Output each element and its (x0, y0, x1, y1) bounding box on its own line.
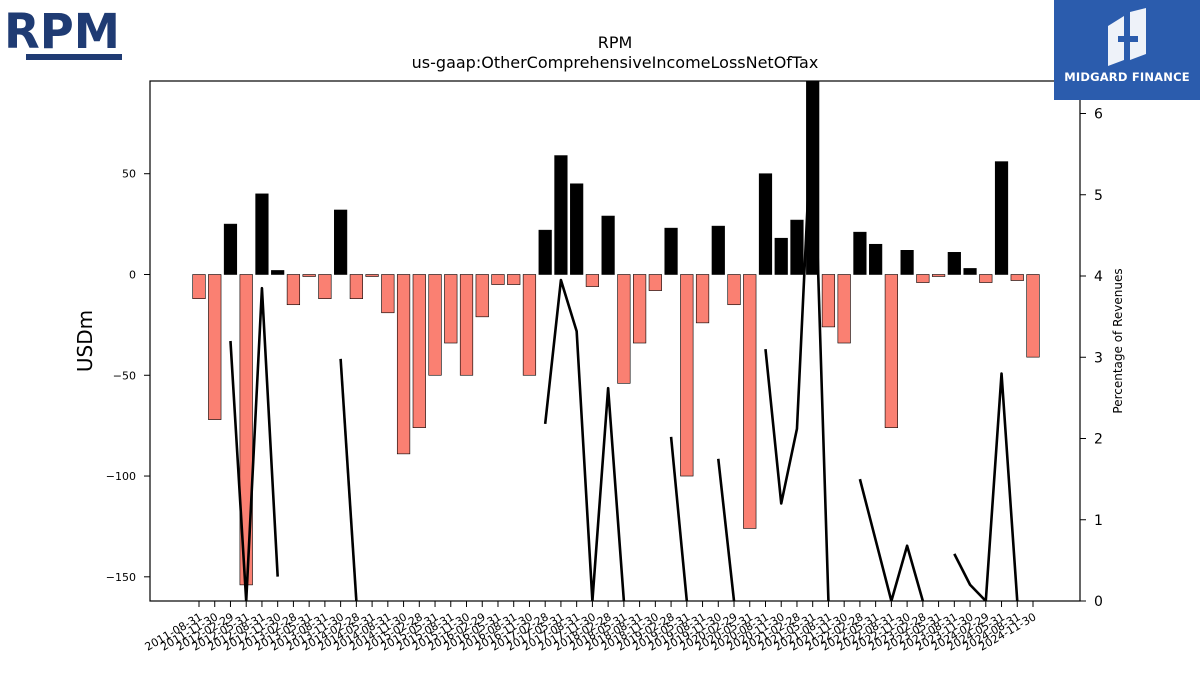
bar (271, 270, 285, 275)
bar (522, 274, 537, 376)
y-right-tick-label: 2 (1094, 432, 1103, 448)
bar (664, 227, 678, 275)
y-right-tick-label: 1 (1094, 513, 1103, 529)
y-right-tick-label: 5 (1094, 188, 1103, 204)
bar (475, 274, 489, 318)
bar (381, 274, 395, 314)
bar (554, 155, 568, 275)
bar (459, 274, 474, 376)
bar (979, 274, 993, 283)
y-axis-right-label: Percentage of Revenues (1111, 268, 1125, 413)
bar (428, 274, 442, 376)
bar (853, 231, 867, 275)
line-segment (543, 278, 626, 601)
bar (1010, 274, 1024, 281)
bar (617, 274, 631, 384)
bar (396, 274, 411, 455)
bar (585, 274, 599, 287)
bar (963, 268, 977, 275)
bar (727, 274, 741, 306)
y-tick-label: −150 (106, 571, 136, 584)
bar (412, 274, 426, 428)
line-segment (858, 478, 925, 601)
bar (444, 274, 458, 344)
bar (538, 229, 552, 275)
company-logo-text: RPM (4, 4, 120, 60)
bar (790, 219, 804, 275)
bar (947, 252, 961, 275)
publisher-mark-icon (1108, 8, 1146, 66)
line-segment (669, 436, 689, 601)
bar (900, 250, 914, 275)
bar (223, 223, 238, 275)
line-segment (953, 372, 1019, 601)
bar (916, 274, 930, 283)
bar (931, 274, 946, 277)
bar (286, 274, 301, 306)
y-right-tick-label: 3 (1094, 350, 1103, 366)
bar (711, 225, 725, 275)
y-right-tick-label: 0 (1094, 594, 1103, 610)
bar (758, 173, 773, 275)
bar (632, 274, 647, 344)
bar (695, 274, 710, 324)
chart-title: RPM (598, 33, 633, 52)
bar (837, 274, 851, 344)
line-segment (339, 358, 358, 601)
publisher-name: MIDGARD FINANCE (1064, 70, 1190, 84)
bar (994, 161, 1009, 275)
bar (255, 193, 269, 275)
bar (680, 274, 694, 477)
bar (334, 209, 348, 275)
bar (869, 243, 883, 275)
axes: −150−100−5005001234562011-08-312011-11-3… (106, 80, 1103, 654)
line-segment (229, 286, 279, 601)
company-logo: RPM (4, 4, 122, 62)
plot-frame (149, 80, 1081, 602)
y-right-tick-label: 4 (1094, 269, 1103, 285)
bar (507, 274, 521, 285)
bar (365, 274, 379, 277)
bar (208, 274, 222, 420)
publisher-logo: MIDGARD FINANCE (1054, 0, 1200, 100)
chart-subtitle: us-gaap:OtherComprehensiveIncomeLossNetO… (412, 53, 819, 72)
bar (491, 274, 505, 285)
bar (601, 215, 615, 275)
bar (743, 274, 757, 529)
y-tick-label: 0 (129, 268, 136, 281)
bar (648, 274, 662, 291)
bar (302, 274, 316, 277)
bar (1026, 274, 1040, 358)
y-tick-label: −100 (106, 470, 136, 483)
bar (821, 274, 836, 328)
bar (570, 183, 584, 275)
y-tick-label: 50 (122, 168, 136, 181)
y-tick-label: −50 (113, 369, 136, 382)
bar (774, 237, 788, 275)
line-segment (764, 95, 830, 601)
line-series (229, 95, 1019, 601)
y-axis-label: USDm (73, 310, 97, 372)
line-segment (716, 458, 736, 601)
bar (318, 274, 332, 299)
y-right-tick-label: 6 (1094, 107, 1103, 123)
bar-series (192, 81, 1040, 586)
bar (884, 274, 898, 428)
bar (349, 274, 363, 299)
bar (192, 274, 206, 299)
